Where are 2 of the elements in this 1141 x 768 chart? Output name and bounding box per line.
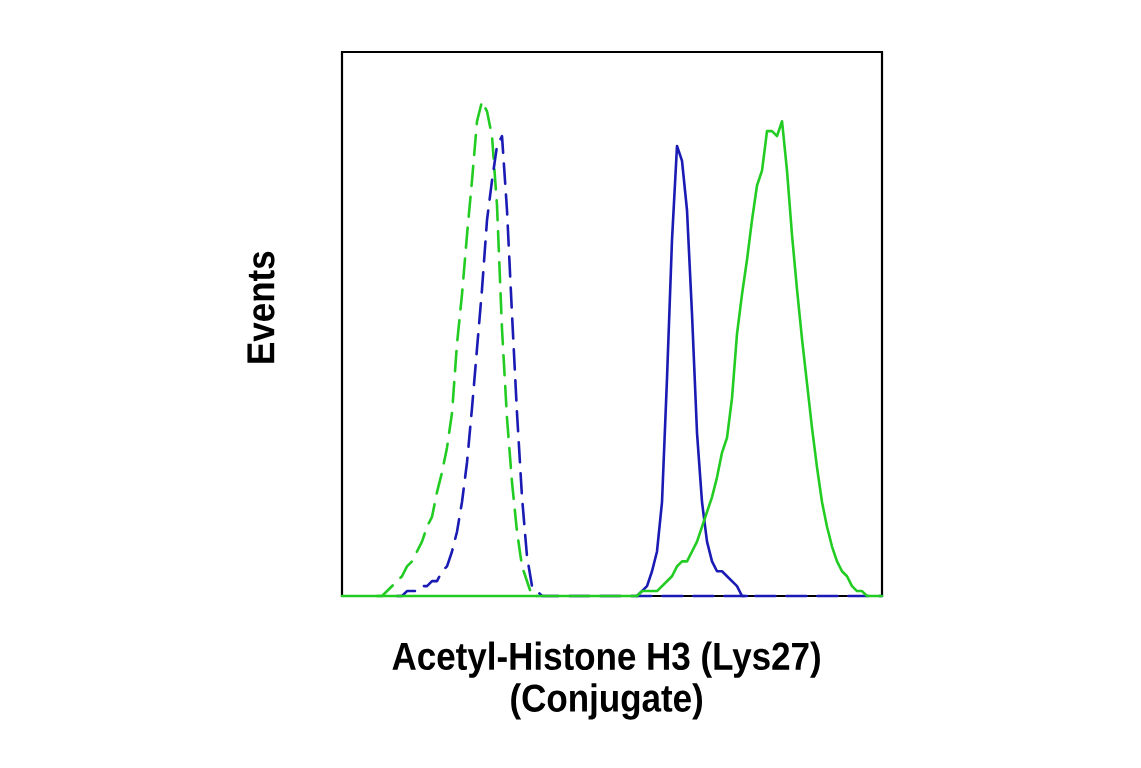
y-axis-title: Events — [247, 251, 275, 363]
x-axis-title: Acetyl-Histone H3 (Lys27) (Conjugate) — [392, 641, 820, 720]
